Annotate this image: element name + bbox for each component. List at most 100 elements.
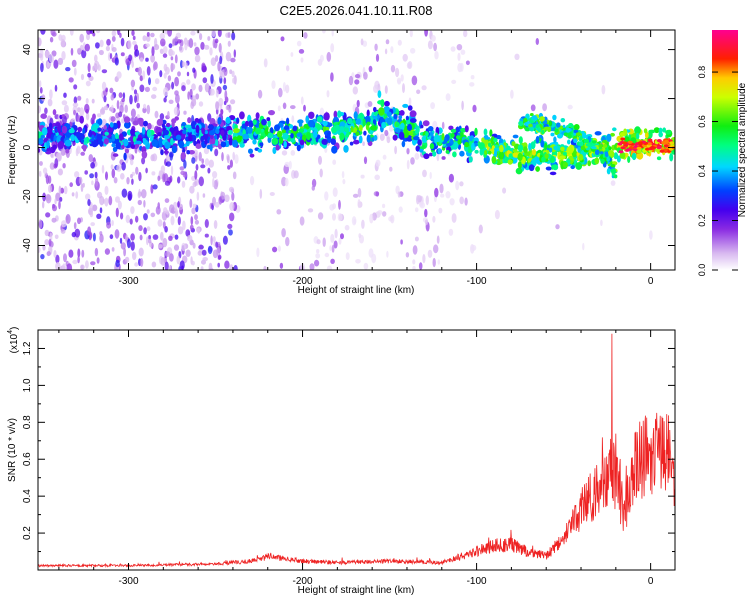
noise-speckle [290, 105, 296, 110]
ridge-point [631, 152, 637, 161]
ridge-point [578, 154, 584, 161]
ridge-point [528, 142, 532, 151]
noise-speckle [400, 74, 404, 82]
noise-speckle [133, 89, 138, 95]
ridge-point [494, 144, 499, 149]
noise-speckle [154, 110, 159, 119]
ridge-point [103, 125, 107, 130]
noise-speckle [377, 210, 383, 215]
branch-point [557, 133, 563, 139]
branch-point [599, 151, 604, 155]
noise-speckle [211, 30, 216, 38]
colorbar-label: Normalized spectral amplitude [737, 82, 748, 217]
ridge-point [233, 128, 240, 134]
noise-speckle [510, 89, 514, 99]
ridge-point [50, 134, 54, 142]
colorbar-tick-label: 0.8 [697, 66, 707, 79]
noise-speckle [286, 65, 290, 72]
ridge-point [111, 133, 116, 142]
noise-speckle [194, 54, 201, 63]
noise-speckle [232, 171, 237, 180]
noise-speckle [224, 194, 230, 203]
ridge-point [185, 139, 190, 147]
noise-speckle [465, 60, 470, 66]
noise-speckle [119, 237, 123, 244]
noise-speckle [95, 42, 100, 49]
x-tick-label: -200 [293, 276, 313, 287]
ridge-point [507, 159, 513, 165]
noise-speckle [369, 213, 374, 224]
noise-speckle [152, 234, 159, 240]
noise-speckle [131, 86, 134, 91]
noise-speckle [141, 189, 147, 199]
noise-speckle [148, 238, 152, 244]
noise-speckle [459, 196, 465, 205]
ridge-point [378, 107, 385, 116]
noise-speckle [81, 49, 87, 59]
noise-speckle [382, 154, 387, 160]
ridge-point [123, 152, 127, 161]
noise-speckle [60, 228, 66, 234]
ridge-point [232, 139, 239, 148]
ridge-point [310, 140, 315, 146]
noise-speckle [145, 43, 150, 48]
noise-speckle [165, 161, 172, 167]
noise-speckle [104, 248, 110, 255]
noise-speckle [168, 264, 172, 270]
noise-speckle [194, 46, 200, 56]
noise-speckle [388, 125, 394, 132]
noise-speckle [296, 40, 302, 47]
ridge-point [370, 125, 377, 131]
ridge-point [468, 156, 473, 163]
ridge-point [70, 127, 74, 132]
noise-speckle [277, 245, 281, 252]
noise-speckle [352, 86, 358, 95]
ridge-point [180, 151, 186, 160]
x-tick-label: -100 [467, 576, 487, 587]
noise-speckle [145, 167, 148, 174]
noise-speckle [457, 52, 461, 62]
peak-point [646, 142, 652, 146]
ridge-point [415, 129, 419, 135]
ridge-point [82, 127, 86, 135]
ridge-point [107, 126, 114, 133]
noise-speckle [434, 187, 439, 198]
ridge-point [143, 120, 148, 127]
ridge-point [359, 112, 363, 120]
noise-speckle [135, 166, 139, 175]
ridge-point [245, 120, 249, 127]
ridge-point [298, 128, 305, 133]
noise-speckle [299, 216, 305, 226]
ridge-point [161, 123, 166, 128]
colorbar-tick-label: 0.0 [697, 264, 707, 277]
ridge-point [200, 135, 204, 143]
ridge-point [163, 129, 170, 136]
noise-speckle [180, 170, 186, 176]
noise-speckle [182, 220, 186, 231]
x-tick-label: -200 [293, 576, 313, 587]
ridge-point [488, 150, 492, 155]
ridge-point [264, 127, 269, 135]
branch-point [604, 151, 609, 158]
noise-speckle [136, 114, 140, 119]
ridge-point [82, 144, 87, 152]
noise-speckle [218, 196, 223, 205]
noise-speckle [110, 116, 116, 122]
ridge-point [512, 149, 518, 153]
ridge-point [92, 113, 96, 120]
ridge-point [46, 140, 50, 149]
ridge-point [213, 134, 218, 140]
noise-speckle [135, 215, 139, 223]
branch-point [594, 149, 600, 155]
noise-speckle [187, 234, 193, 242]
noise-speckle [330, 72, 334, 82]
ridge-point [427, 126, 434, 132]
noise-speckle [121, 161, 126, 171]
noise-speckle [224, 90, 228, 100]
noise-speckle [167, 111, 170, 118]
noise-speckle [181, 265, 184, 270]
noise-speckle [209, 47, 213, 56]
noise-speckle [472, 104, 477, 113]
noise-speckle [73, 96, 78, 104]
ridge-point [165, 122, 171, 128]
